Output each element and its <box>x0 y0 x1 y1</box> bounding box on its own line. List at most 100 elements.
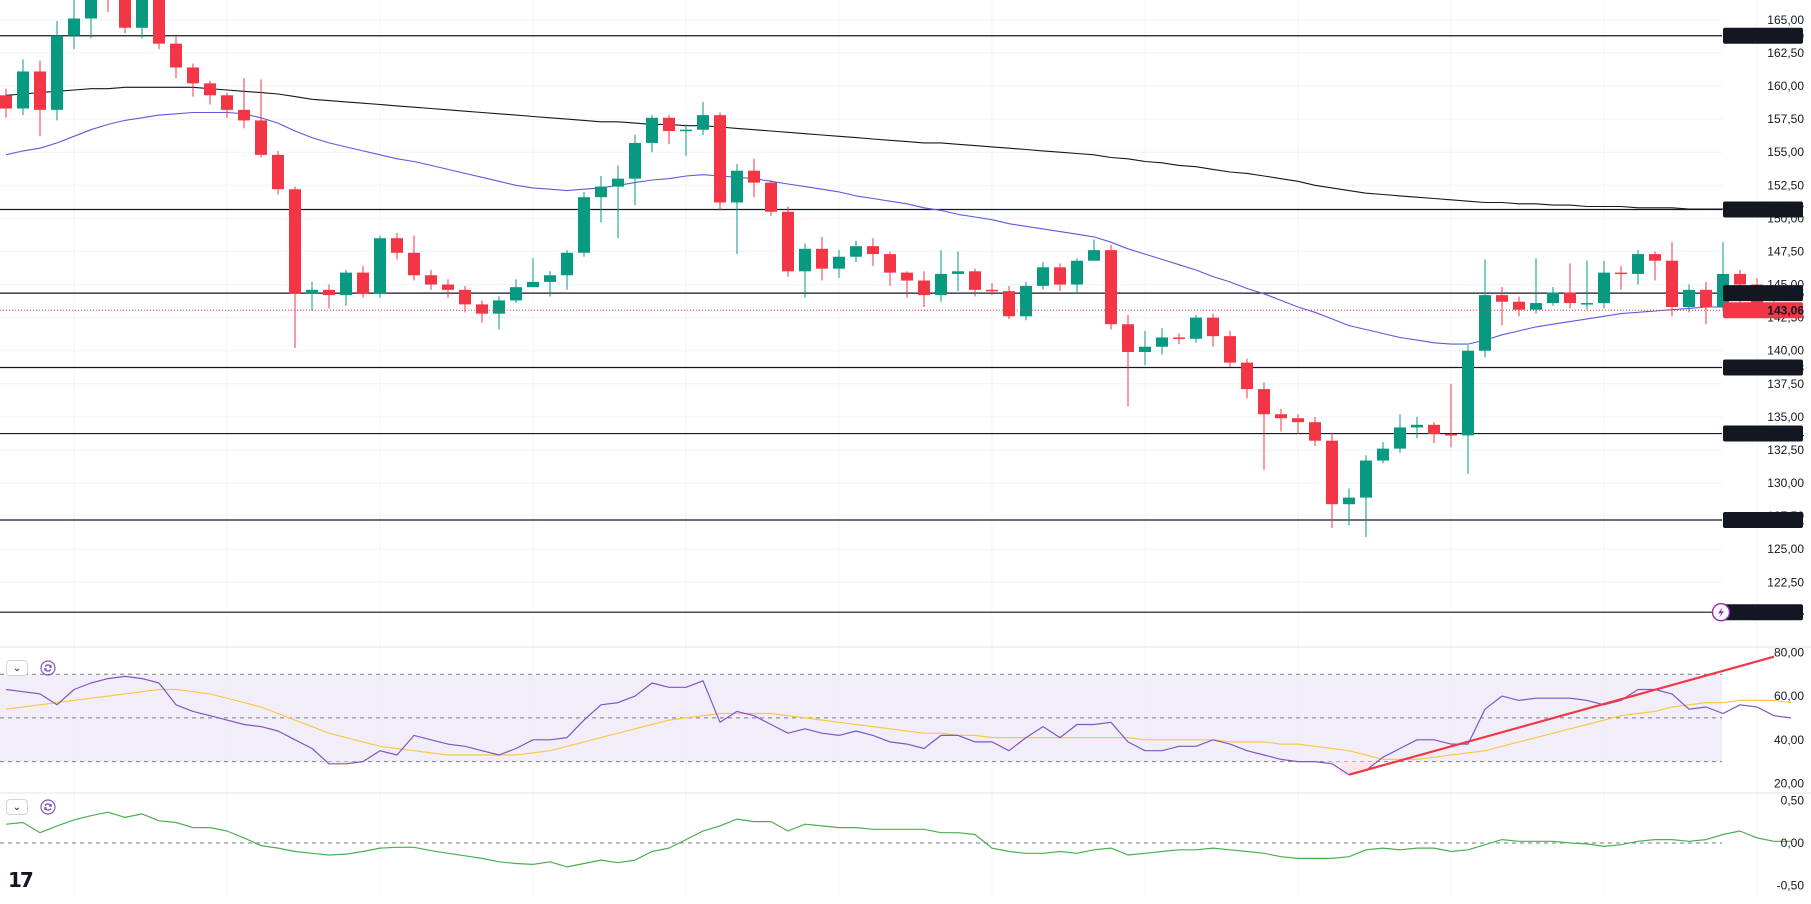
ma-slow-path <box>5 86 1774 211</box>
candle-body <box>1156 337 1168 347</box>
candle-body <box>986 289 998 292</box>
candle <box>1037 262 1049 290</box>
candle <box>765 179 777 216</box>
candle <box>272 150 284 195</box>
candle-body <box>425 275 437 285</box>
rsi-path <box>5 675 1792 776</box>
momentum-collapse-button[interactable]: ⌄ <box>6 799 28 815</box>
candle-body <box>1734 273 1746 285</box>
candle <box>680 124 692 157</box>
price-tick-label: 160,00 <box>1767 79 1804 93</box>
candle-body <box>1700 289 1712 308</box>
current-price-label-text: 143,06 <box>1767 304 1804 318</box>
candle <box>0 88 12 118</box>
candle-body <box>1003 291 1015 317</box>
candle-body <box>204 83 216 96</box>
candle <box>561 250 573 290</box>
candle-body <box>1190 317 1202 339</box>
candle <box>1530 258 1542 314</box>
candle <box>1649 251 1661 281</box>
candle <box>408 235 420 281</box>
candle-body <box>1394 427 1406 449</box>
candle <box>646 115 658 153</box>
rsi-refresh-button[interactable] <box>40 660 56 676</box>
candle-body <box>442 284 454 290</box>
price-tick-label: 132,50 <box>1767 443 1804 457</box>
candle-body <box>153 0 165 44</box>
candle-body <box>1139 346 1151 353</box>
candle-body <box>1530 303 1542 310</box>
candle-body <box>1020 285 1032 317</box>
price-axis[interactable]: 165,00 162,50 160,00 157,50 155,00 152,50 150,… <box>1723 0 1805 904</box>
price-tick-label: 152,50 <box>1767 178 1804 192</box>
candle <box>986 283 998 296</box>
rsi-collapse-button[interactable]: ⌄ <box>6 660 28 676</box>
candle-body <box>1207 317 1219 337</box>
candle <box>1598 260 1610 309</box>
candle-body <box>1122 324 1134 353</box>
candle-body <box>1326 440 1338 505</box>
candle <box>1428 422 1440 444</box>
candle-body <box>255 120 267 155</box>
candle-body <box>68 18 80 36</box>
candle-body <box>1428 424 1440 435</box>
candle-body <box>1105 250 1117 325</box>
chevron-down-icon: ⌄ <box>12 662 22 674</box>
candle <box>34 60 46 137</box>
candle <box>1020 281 1032 321</box>
candle-body <box>1224 336 1236 363</box>
candle <box>1241 358 1253 399</box>
candle <box>731 164 743 255</box>
candle <box>816 236 828 281</box>
candle <box>1632 250 1644 285</box>
momentum-panel <box>0 792 1811 868</box>
current-price-label: 143,06 <box>1723 302 1804 319</box>
candles[interactable] <box>0 0 1780 538</box>
candle-body <box>1666 260 1678 308</box>
candle-body <box>476 304 488 314</box>
candle-body <box>595 186 607 198</box>
candle-body <box>1496 295 1508 302</box>
candle-body <box>833 256 845 269</box>
candle <box>391 232 403 260</box>
candle <box>714 112 726 211</box>
candle-body <box>544 275 556 282</box>
candle <box>1445 383 1457 448</box>
candle <box>136 0 148 39</box>
level-label: 120,24 <box>1723 604 1804 621</box>
level-label-text: 163,80 <box>1767 29 1804 43</box>
candle <box>51 21 63 121</box>
candle <box>1309 416 1321 446</box>
candle <box>1258 382 1270 470</box>
candle-body <box>918 280 930 296</box>
level-label-bg <box>1723 359 1803 376</box>
level-label-bg <box>1723 425 1803 442</box>
price-tick-label: 162,50 <box>1767 46 1804 60</box>
candle-body <box>1343 497 1355 505</box>
candle-body <box>748 170 760 183</box>
candle-body <box>1547 292 1559 304</box>
candle-body <box>340 272 352 296</box>
level-label-text: 144,35 <box>1767 287 1804 301</box>
alert-icon[interactable] <box>1711 603 1731 622</box>
candle <box>340 269 352 306</box>
candle-body <box>323 289 335 296</box>
momentum-refresh-button[interactable] <box>40 799 56 815</box>
ma-fast-path <box>5 111 1775 345</box>
momentum-path <box>5 811 1791 868</box>
candle-body <box>1581 303 1593 305</box>
candle <box>1292 414 1304 435</box>
rsi-ma-path <box>5 688 1792 761</box>
candle <box>510 279 522 304</box>
candle-body <box>561 252 573 276</box>
candle-body <box>119 0 131 28</box>
candle <box>527 258 539 288</box>
candle <box>238 78 250 129</box>
candle-body <box>629 142 641 179</box>
level-label-text: 150,67 <box>1767 203 1804 217</box>
level-label: 163,80 <box>1723 27 1804 44</box>
candle <box>1275 408 1287 432</box>
candle <box>748 158 760 198</box>
candle-body <box>374 238 386 294</box>
